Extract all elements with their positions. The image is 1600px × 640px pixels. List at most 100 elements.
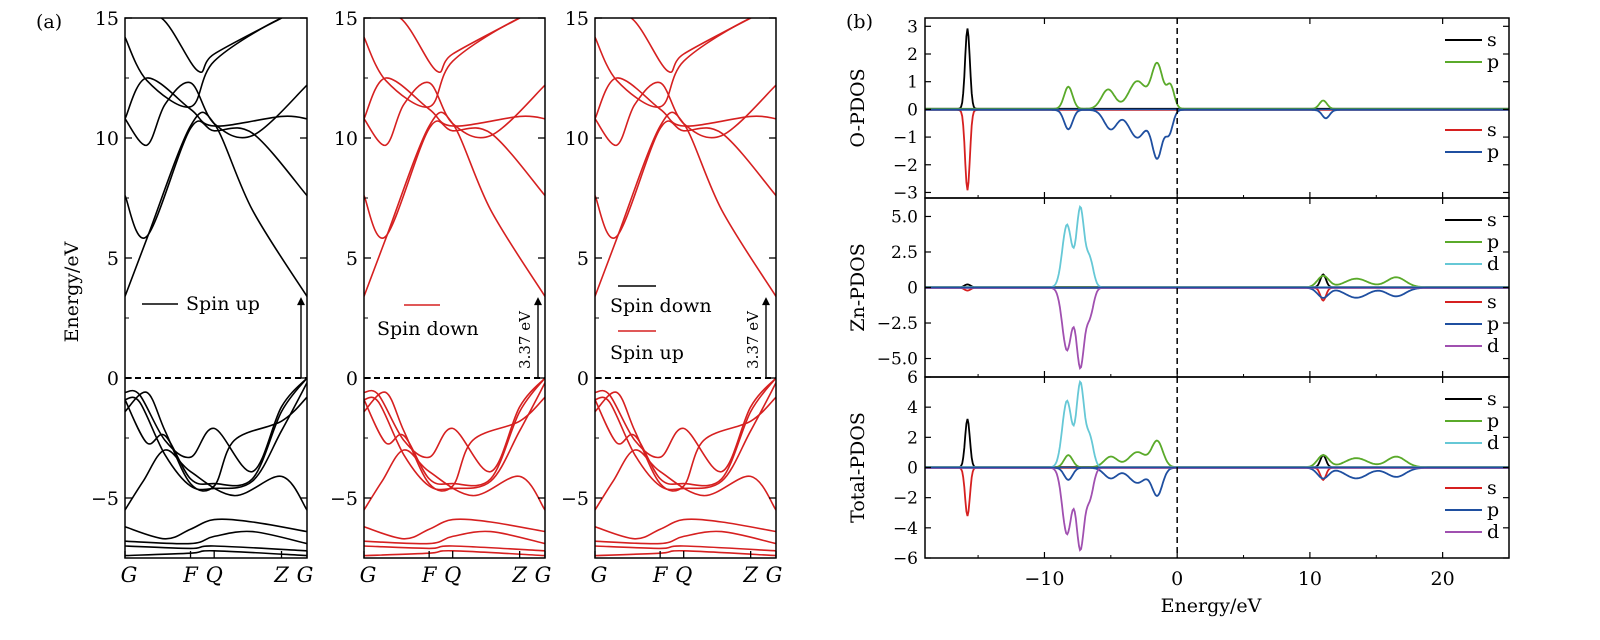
ytick-label: −2: [893, 156, 918, 176]
pdos-d-up: [925, 205, 1509, 289]
band-6: [125, 18, 282, 73]
gap-label: 3.37 eV: [516, 310, 534, 369]
pdos-ylabel: O-PDOS: [847, 68, 869, 147]
legend-label: p: [1487, 141, 1499, 163]
pdos-s-down: [925, 286, 1509, 302]
band-4: [364, 81, 545, 147]
legend-label: Spin up: [186, 293, 260, 315]
legend-label: p: [1487, 231, 1499, 253]
band-11: [364, 449, 545, 511]
kpoint-label: G: [360, 563, 377, 587]
legend-band-3: Spin down Spin up 3.37 eV: [610, 285, 770, 378]
pdos-d-down: [925, 286, 1509, 370]
ytick-label: 0: [907, 459, 918, 479]
ytick-label: 10: [565, 128, 589, 150]
legend-label: s: [1487, 388, 1497, 410]
band-8: [125, 377, 307, 487]
legend-label: Spin down: [610, 295, 712, 317]
kpoint-label: G: [297, 563, 314, 587]
ytick-label: 3: [907, 17, 918, 37]
band-15: [595, 549, 776, 557]
band-15: [364, 549, 545, 557]
band-14: [595, 545, 776, 552]
kpoint-label: Q: [675, 563, 692, 587]
band-14: [364, 545, 545, 552]
band-1: [364, 111, 545, 297]
ytick-label: −6: [893, 549, 918, 569]
pdos-ylabel: Total-PDOS: [847, 412, 869, 523]
ytick-label: 6: [907, 368, 918, 388]
xtick-label: 10: [1298, 568, 1322, 590]
ytick-label: 2: [907, 45, 918, 65]
band-7: [125, 377, 307, 473]
band-14: [125, 545, 307, 552]
band-2: [125, 120, 307, 239]
legend-label: d: [1487, 253, 1499, 275]
pdos-s-up: [925, 273, 1509, 289]
band-11: [125, 449, 307, 511]
band-12: [125, 518, 307, 540]
ytick-label: −2: [893, 489, 918, 509]
pdos-p-up: [925, 61, 1509, 110]
panel-label-a: (a): [36, 11, 62, 33]
band-7: [364, 377, 545, 473]
band-lines: [125, 18, 307, 557]
band-5: [364, 18, 545, 108]
band-13: [595, 530, 776, 545]
band-13: [364, 530, 545, 545]
legend-label: Spin down: [377, 318, 479, 340]
ytick-label: 0: [107, 368, 119, 390]
band-12: [595, 518, 776, 540]
band-12: [364, 518, 545, 540]
legend-label: s: [1487, 119, 1497, 141]
band-8: [595, 377, 776, 487]
band-lines: [364, 18, 545, 557]
band-axes-frame: [363, 17, 546, 559]
ytick-label: 15: [565, 8, 589, 30]
band-8: [364, 377, 545, 487]
ytick-label: 0: [907, 100, 918, 120]
legend-label: s: [1487, 209, 1497, 231]
band-1: [125, 111, 307, 297]
legend-label: Spin up: [610, 342, 684, 364]
kpoint-label: F: [182, 563, 199, 587]
legend-label: p: [1487, 410, 1499, 432]
ytick-label: 0: [577, 368, 589, 390]
band-7: [595, 377, 776, 473]
band-11: [595, 449, 776, 511]
gap-arrowhead: [762, 297, 770, 306]
band-10: [125, 391, 307, 492]
kpoint-label: Z: [273, 563, 289, 587]
legend-label: d: [1487, 335, 1499, 357]
ytick-label: 10: [95, 128, 119, 150]
legend-label: d: [1487, 521, 1499, 543]
ytick-label: −4: [893, 519, 918, 539]
legend-label: s: [1487, 291, 1497, 313]
ytick-label: 5: [577, 248, 589, 270]
band-4: [595, 81, 776, 147]
band-13: [125, 530, 307, 545]
pdos-s-up: [925, 418, 1509, 469]
band-10: [595, 391, 776, 492]
pdos-p-down: [925, 466, 1509, 497]
xtick-label: 20: [1431, 568, 1455, 590]
band-1: [595, 111, 776, 297]
ytick-label: 1: [907, 73, 918, 93]
pdos-p-down: [925, 286, 1509, 299]
legend-label: p: [1487, 499, 1499, 521]
pdos-p-down: [925, 109, 1509, 160]
legend-label: s: [1487, 29, 1497, 51]
kpoint-label: G: [535, 563, 552, 587]
band-6: [595, 18, 752, 73]
ytick-label: 15: [95, 8, 119, 30]
ytick-label: 0: [346, 368, 358, 390]
pdos-s-down: [925, 109, 1509, 191]
pdos-p-up: [925, 439, 1509, 469]
ytick-label: 5: [107, 248, 119, 270]
ytick-label: 5.0: [891, 207, 918, 227]
ytick-label: −5: [330, 488, 358, 510]
